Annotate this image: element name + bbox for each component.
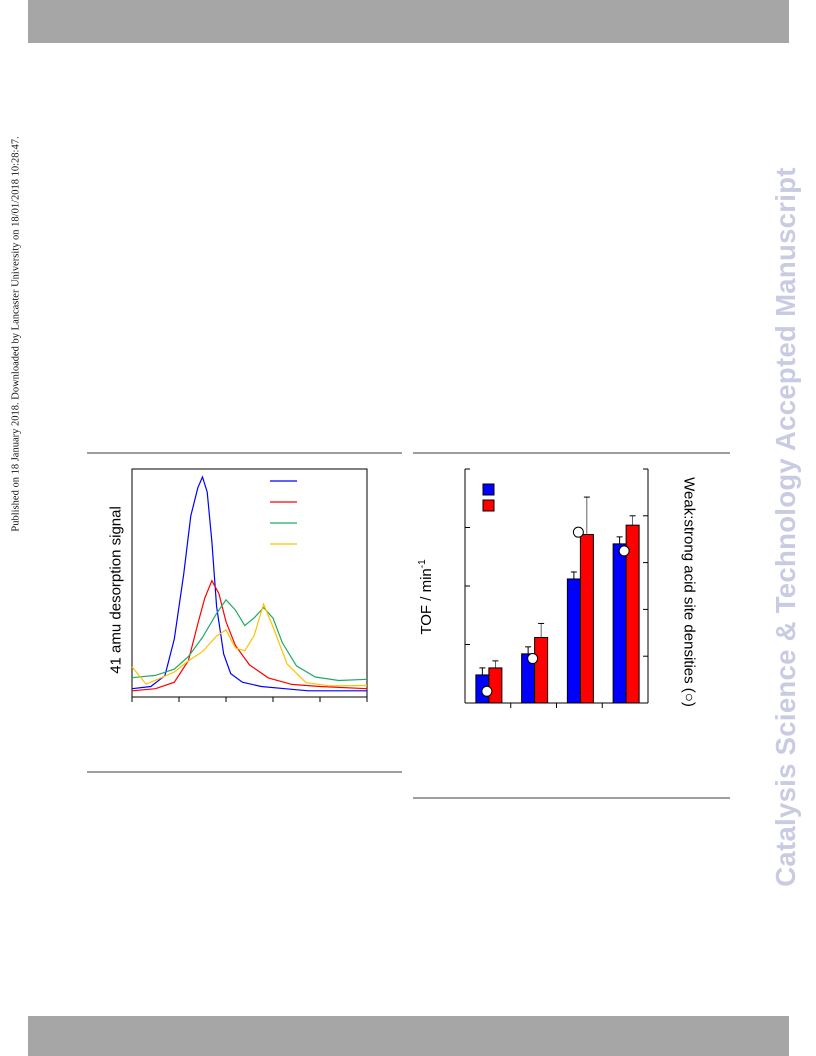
series-line bbox=[131, 602, 368, 687]
series-line bbox=[131, 579, 368, 692]
bar bbox=[488, 667, 503, 704]
bar bbox=[579, 534, 594, 704]
header-bar bbox=[28, 0, 789, 43]
legend-swatch bbox=[482, 499, 495, 512]
figure-rule bbox=[413, 452, 730, 454]
figure-rule bbox=[87, 452, 402, 454]
bar bbox=[612, 543, 627, 704]
series-line bbox=[131, 475, 367, 692]
tpd-chart bbox=[131, 468, 368, 702]
tof-chart bbox=[464, 468, 649, 708]
plot-frame bbox=[131, 468, 368, 698]
ratio-marker bbox=[481, 685, 493, 697]
ratio-marker bbox=[572, 526, 584, 538]
ratio-marker bbox=[618, 545, 630, 557]
bar bbox=[534, 636, 549, 704]
figure-rule bbox=[413, 797, 730, 799]
legend-swatch bbox=[482, 483, 495, 496]
footer-bar bbox=[28, 1016, 789, 1056]
figure-rule bbox=[87, 771, 402, 773]
bar bbox=[566, 578, 581, 704]
series-line bbox=[131, 598, 368, 682]
ratio-marker bbox=[527, 653, 539, 665]
